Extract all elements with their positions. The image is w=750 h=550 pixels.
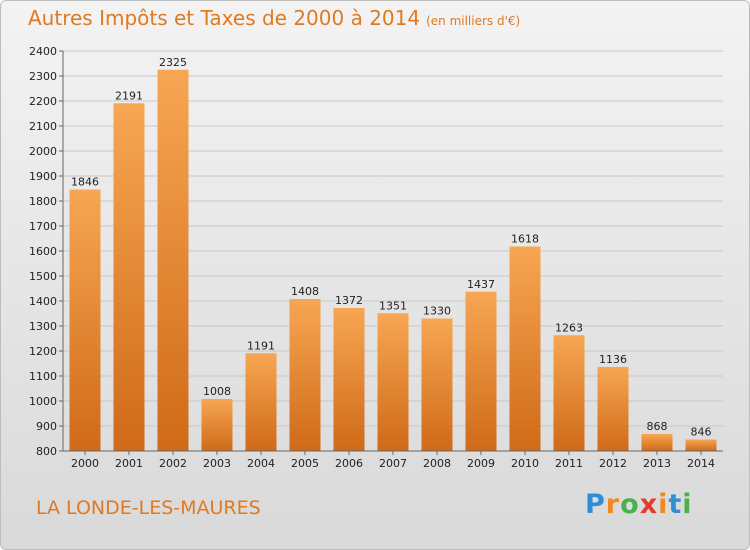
y-tick-label: 2000 <box>29 145 57 158</box>
y-tick-label: 1900 <box>29 170 57 183</box>
y-tick-label: 2200 <box>29 95 57 108</box>
y-tick-label: 1700 <box>29 220 57 233</box>
bar <box>245 353 277 451</box>
data-label: 868 <box>647 420 668 433</box>
bar <box>289 299 321 451</box>
bars: 1846 2191 2325 1008 1191 1408 1372 1351 1330 1437… <box>69 56 717 451</box>
bar <box>157 69 189 451</box>
proxiti-logo[interactable]: Proxiti <box>585 489 693 520</box>
bar <box>201 399 233 451</box>
x-tick-label: 2009 <box>467 457 495 470</box>
logo-letter: P <box>585 489 606 520</box>
logo-letter: r <box>605 489 621 520</box>
bar <box>69 189 101 451</box>
data-label: 1008 <box>203 385 231 398</box>
y-tick-label: 1800 <box>29 195 57 208</box>
x-tick-label: 2006 <box>335 457 363 470</box>
chart-title-unit: (en milliers d'€) <box>426 14 521 28</box>
bar <box>421 318 453 451</box>
data-label: 2191 <box>115 89 143 102</box>
x-tick-label: 2013 <box>643 457 671 470</box>
y-tick-label: 2100 <box>29 120 57 133</box>
commune-name: LA LONDE-LES-MAURES <box>36 497 261 519</box>
logo-letter: i <box>658 489 669 520</box>
logo-letter: x <box>639 489 659 520</box>
x-tick-label: 2007 <box>379 457 407 470</box>
x-tick-label: 2008 <box>423 457 451 470</box>
data-label: 1351 <box>379 299 407 312</box>
y-tick-label: 1200 <box>29 345 57 358</box>
bar <box>465 291 497 451</box>
data-label: 1408 <box>291 285 319 298</box>
bar <box>553 335 585 451</box>
bar <box>113 103 145 451</box>
y-tick-label: 1500 <box>29 270 57 283</box>
x-tick-label: 2010 <box>511 457 539 470</box>
data-label: 846 <box>691 426 712 439</box>
data-label: 1618 <box>511 233 539 246</box>
y-tick-label: 1100 <box>29 370 57 383</box>
data-label: 1846 <box>71 176 99 189</box>
x-tick-label: 2000 <box>71 457 99 470</box>
bar <box>377 313 409 451</box>
data-label: 1191 <box>247 339 275 352</box>
y-tick-label: 1000 <box>29 395 57 408</box>
x-tick-label: 2003 <box>203 457 231 470</box>
y-tick-label: 800 <box>36 445 57 458</box>
data-label: 1330 <box>423 305 451 318</box>
logo-letter: o <box>620 489 640 520</box>
y-tick-label: 1400 <box>29 295 57 308</box>
bar <box>333 308 365 451</box>
bar <box>597 367 629 451</box>
chart-title: Autres Impôts et Taxes de 2000 à 2014 (en… <box>28 6 520 30</box>
y-tick-label: 900 <box>36 420 57 433</box>
bar <box>641 434 673 451</box>
y-tick-label: 2400 <box>29 45 57 58</box>
y-tick-label: 2300 <box>29 70 57 83</box>
data-label: 2325 <box>159 56 187 69</box>
y-tick-label: 1300 <box>29 320 57 333</box>
logo-letter: t <box>668 489 683 520</box>
logo-letter: i <box>682 489 693 520</box>
x-tick-label: 2005 <box>291 457 319 470</box>
data-label: 1263 <box>555 321 583 334</box>
x-tick-label: 2014 <box>687 457 715 470</box>
x-tick-label: 2012 <box>599 457 627 470</box>
x-tick-label: 2002 <box>159 457 187 470</box>
x-axis: 2000 2001 2002 2003 2004 2005 2006 2007 2008 2009… <box>63 450 723 470</box>
data-label: 1437 <box>467 278 495 291</box>
x-tick-label: 2004 <box>247 457 275 470</box>
bar <box>685 439 717 451</box>
data-label: 1136 <box>599 353 627 366</box>
y-axis: 800 900 1000 1100 1200 1300 1400 1500 1600 1700 18… <box>29 45 64 458</box>
chart-title-text: Autres Impôts et Taxes de 2000 à 2014 <box>28 6 421 30</box>
x-tick-label: 2011 <box>555 457 583 470</box>
y-tick-label: 1600 <box>29 245 57 258</box>
x-tick-label: 2001 <box>115 457 143 470</box>
data-label: 1372 <box>335 294 363 307</box>
bar <box>509 246 541 451</box>
